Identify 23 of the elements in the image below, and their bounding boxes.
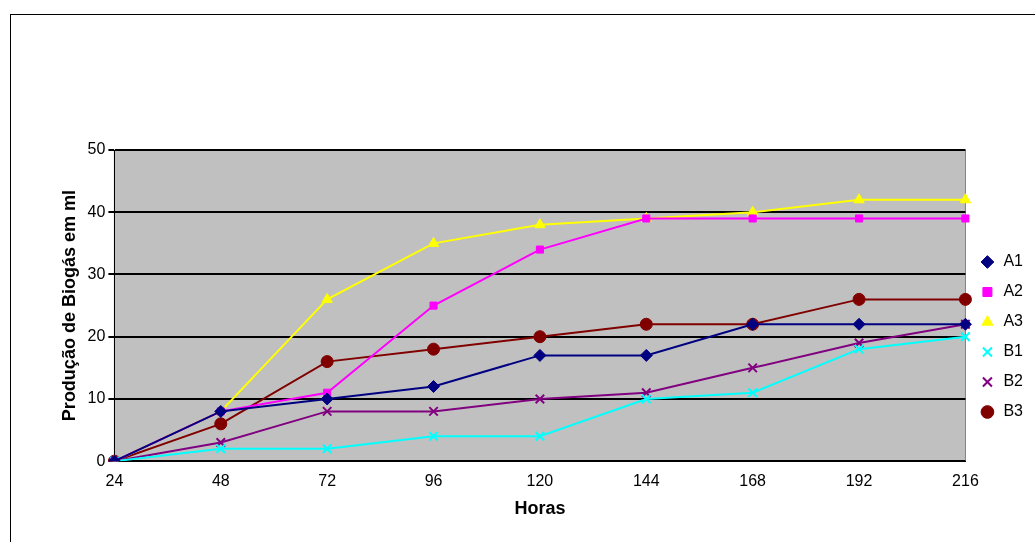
y-tick-label: 30 (87, 264, 106, 282)
legend-label: B2 (1003, 372, 1024, 390)
y-tick-label: 40 (87, 202, 106, 220)
x-tick-label: 144 (632, 472, 660, 490)
x-tick-label: 120 (526, 472, 554, 490)
y-tick-label: 20 (87, 327, 106, 345)
x-tick-label: 192 (845, 472, 873, 490)
x-tick-label: 216 (952, 472, 979, 490)
x-tick-label: 24 (105, 472, 124, 490)
y-tick-label: 50 (87, 140, 106, 158)
legend-label: A2 (1003, 282, 1024, 300)
x-tick-label: 72 (318, 472, 337, 490)
legend-label: A1 (1003, 252, 1024, 270)
y-tick-label: 10 (87, 389, 106, 407)
legend-label: B3 (1003, 402, 1024, 420)
legend-label: A3 (1003, 312, 1024, 330)
x-tick-label: 168 (739, 472, 767, 490)
y-axis-title: Produção de Biogás em ml (58, 190, 79, 422)
x-axis-title: Horas (514, 498, 566, 519)
x-tick-label: 96 (424, 472, 443, 490)
x-tick-label: 48 (211, 472, 230, 490)
y-tick-label: 0 (96, 451, 106, 469)
legend-label: B1 (1003, 342, 1024, 360)
